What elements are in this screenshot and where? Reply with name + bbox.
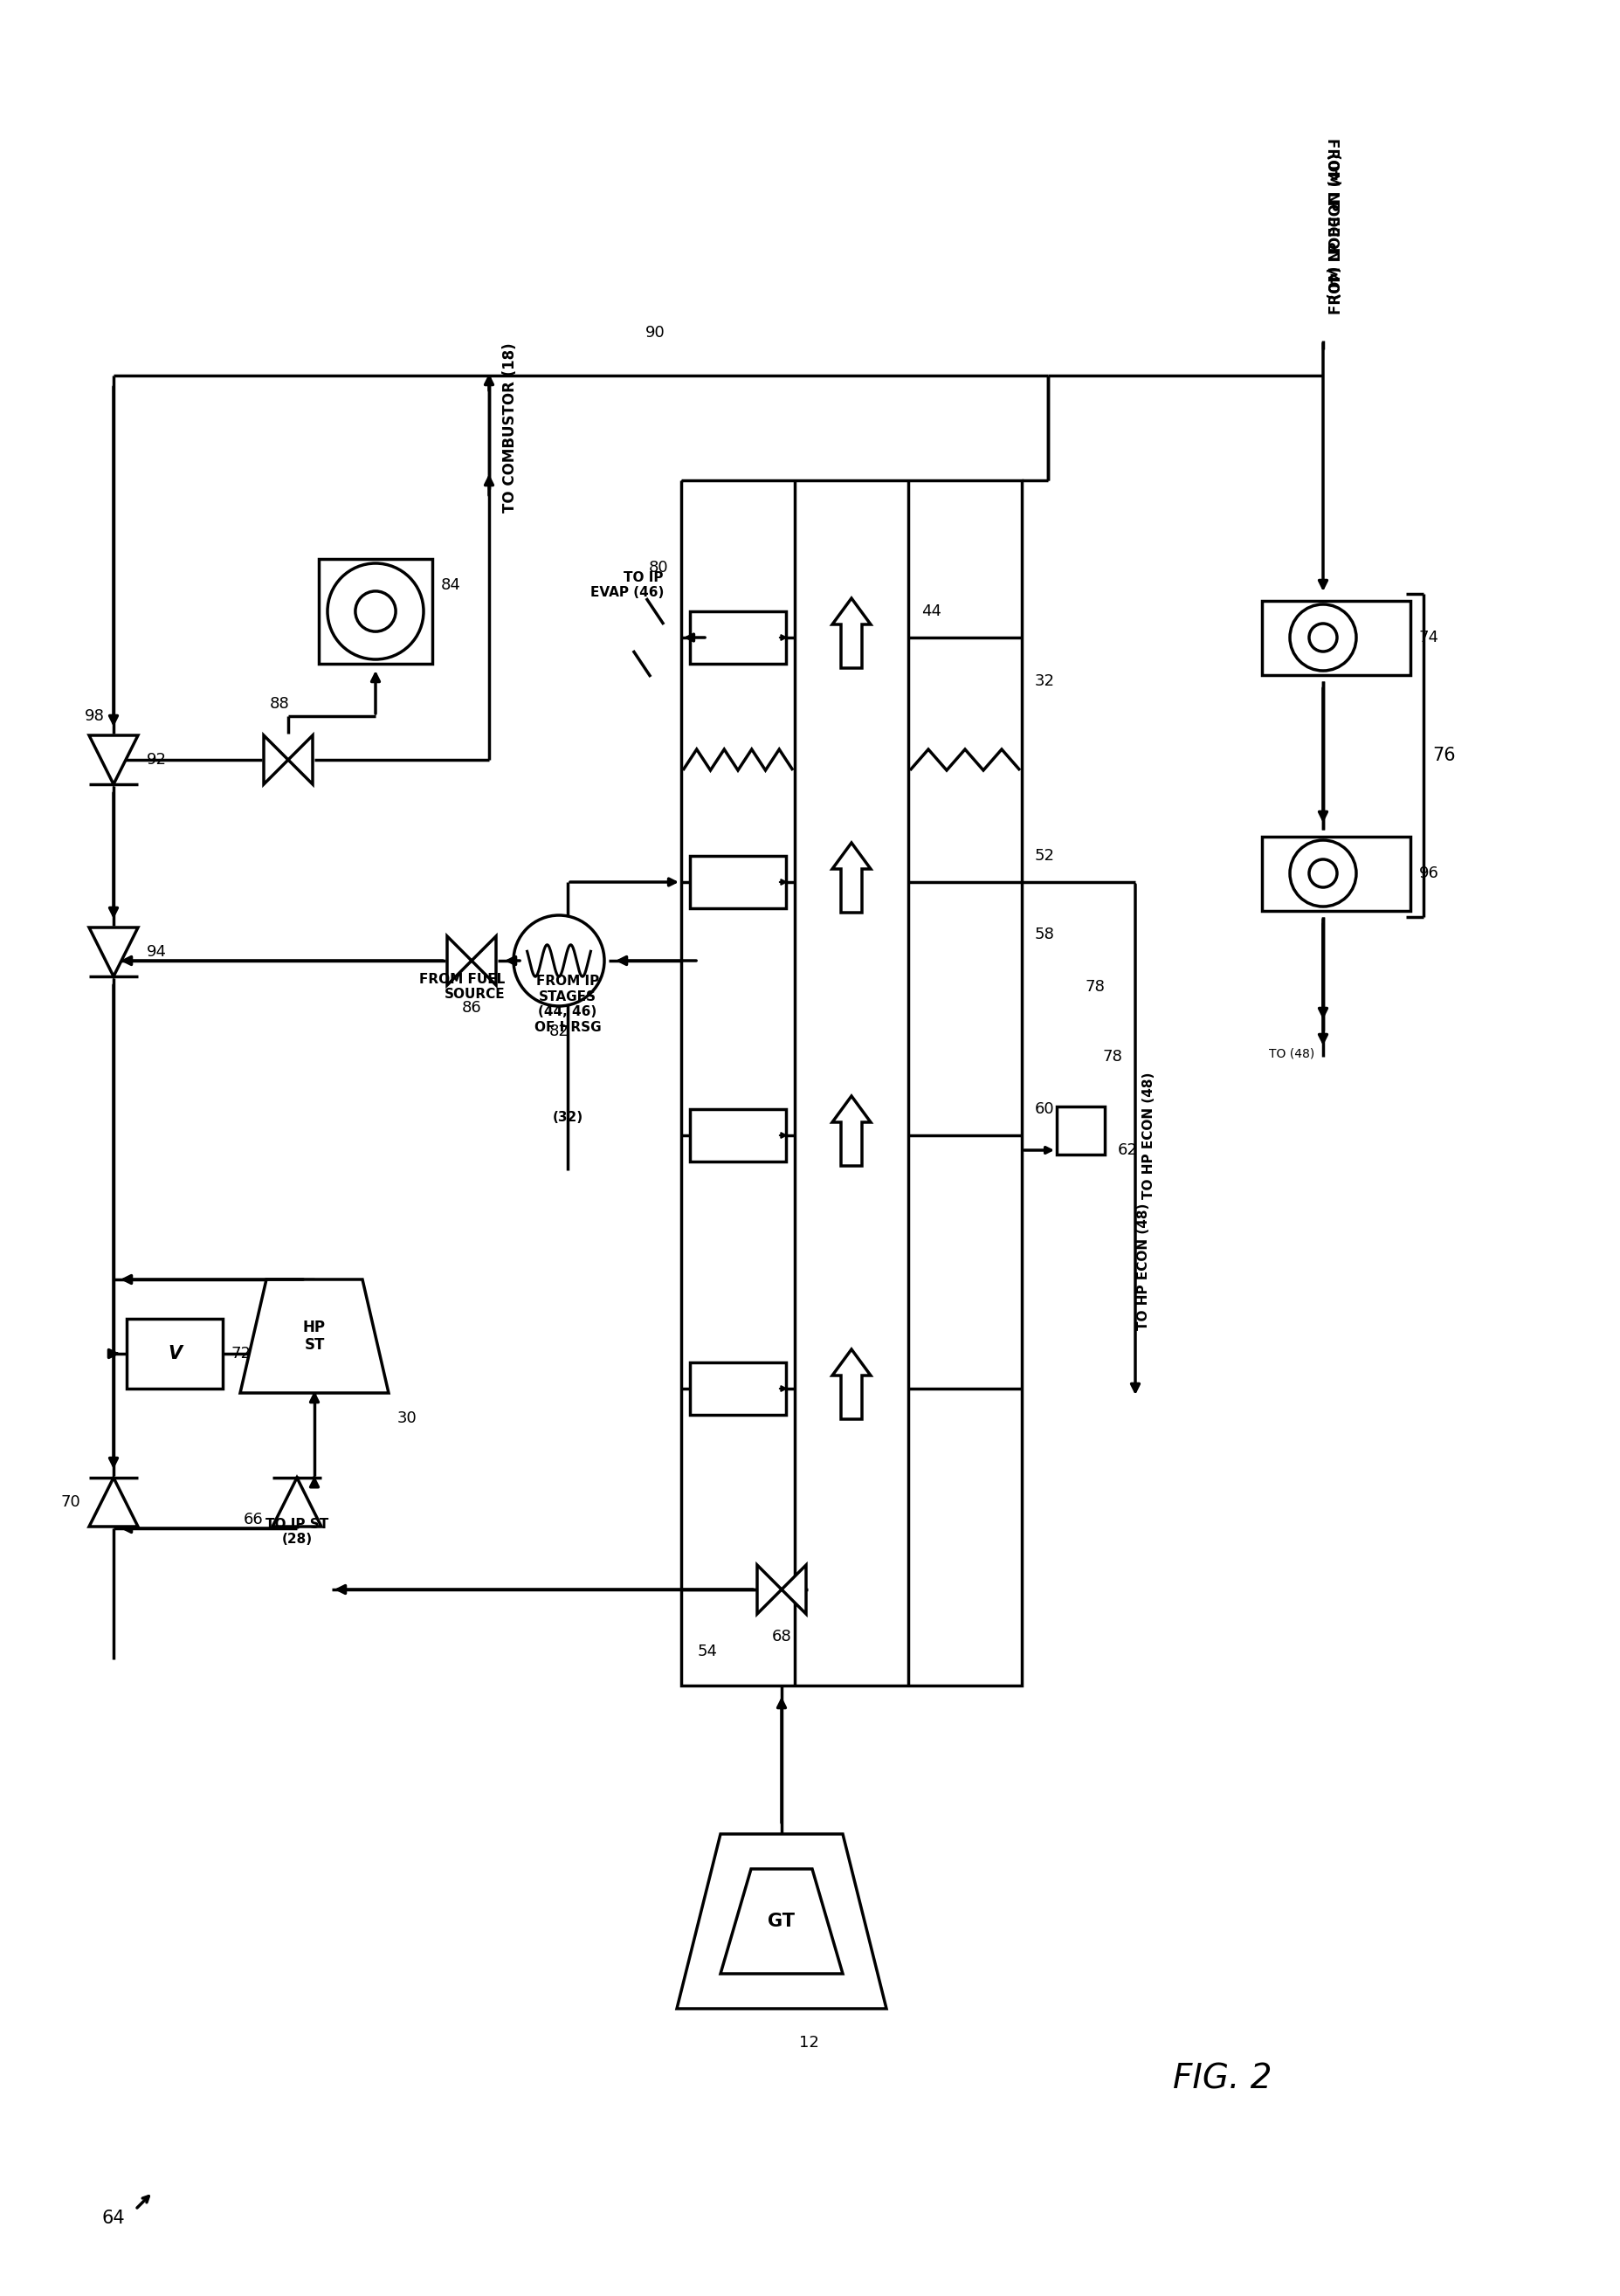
Text: 62: 62 — [1118, 1143, 1137, 1157]
Polygon shape — [833, 843, 870, 912]
Circle shape — [327, 563, 423, 659]
Polygon shape — [833, 599, 870, 668]
Bar — [690, 1109, 786, 1162]
Text: 82: 82 — [549, 1024, 569, 1040]
Text: GT: GT — [768, 1913, 795, 1931]
Circle shape — [1290, 840, 1356, 907]
Text: V: V — [167, 1345, 181, 1362]
Text: 88: 88 — [269, 696, 290, 712]
Text: FROM FUEL
SOURCE: FROM FUEL SOURCE — [420, 974, 505, 1001]
Text: FROM LP ECON (40): FROM LP ECON (40) — [1324, 138, 1340, 298]
Circle shape — [1290, 604, 1356, 670]
Bar — [690, 856, 786, 909]
Text: 70: 70 — [60, 1495, 81, 1511]
Text: TO IP ST
(28): TO IP ST (28) — [266, 1518, 329, 1545]
Bar — [1262, 602, 1411, 675]
Polygon shape — [89, 1479, 138, 1527]
Polygon shape — [677, 1835, 886, 2009]
Text: 84: 84 — [441, 576, 462, 592]
Text: 44: 44 — [922, 604, 941, 620]
Text: FIG. 2: FIG. 2 — [1173, 2062, 1272, 2096]
Polygon shape — [89, 928, 138, 976]
Polygon shape — [272, 1479, 321, 1527]
Text: 90: 90 — [645, 324, 664, 340]
Text: 68: 68 — [771, 1628, 792, 1644]
Text: FROM IP
STAGES
(44, 46)
OF HRSG: FROM IP STAGES (44, 46) OF HRSG — [535, 976, 601, 1033]
Polygon shape — [89, 735, 138, 785]
Text: 58: 58 — [1035, 928, 1055, 941]
Text: TO COMBUSTOR (18): TO COMBUSTOR (18) — [502, 342, 518, 512]
Text: TO (48): TO (48) — [1268, 1047, 1314, 1061]
Text: TO IP
EVAP (46): TO IP EVAP (46) — [590, 572, 664, 599]
Polygon shape — [757, 1566, 781, 1614]
Polygon shape — [721, 1869, 842, 1975]
Text: HP
ST: HP ST — [303, 1320, 326, 1352]
Circle shape — [514, 916, 604, 1006]
Text: 86: 86 — [462, 1001, 481, 1015]
Polygon shape — [240, 1279, 389, 1394]
Text: 64: 64 — [102, 2209, 125, 2227]
Bar — [690, 1362, 786, 1414]
Bar — [1056, 1107, 1105, 1155]
Text: 74: 74 — [1419, 629, 1439, 645]
Text: 52: 52 — [1035, 847, 1055, 863]
Text: TO HP ECON (48): TO HP ECON (48) — [1137, 1203, 1150, 1329]
Bar — [126, 1318, 222, 1389]
Bar — [690, 611, 786, 664]
Bar — [1262, 836, 1411, 912]
Text: 98: 98 — [84, 707, 105, 723]
Text: 76: 76 — [1432, 746, 1455, 765]
Text: 78: 78 — [1085, 978, 1105, 994]
Text: 78: 78 — [1102, 1049, 1123, 1065]
Text: 66: 66 — [245, 1511, 264, 1527]
Text: FROM LP ECON (40): FROM LP ECON (40) — [1328, 154, 1345, 315]
Text: (32): (32) — [552, 1111, 583, 1125]
Polygon shape — [447, 937, 471, 985]
Text: 96: 96 — [1419, 866, 1439, 882]
Polygon shape — [264, 735, 288, 785]
Text: 12: 12 — [799, 2034, 820, 2050]
Text: 72: 72 — [232, 1345, 251, 1362]
Polygon shape — [833, 1350, 870, 1419]
Text: 60: 60 — [1035, 1102, 1055, 1116]
Text: 80: 80 — [648, 560, 667, 576]
Text: 94: 94 — [147, 944, 167, 960]
Text: 30: 30 — [397, 1410, 418, 1426]
Polygon shape — [471, 937, 496, 985]
Bar — [319, 558, 433, 664]
Polygon shape — [288, 735, 313, 785]
Text: TO HP ECON (48): TO HP ECON (48) — [1142, 1072, 1155, 1199]
Text: 32: 32 — [1035, 673, 1055, 689]
Text: 92: 92 — [147, 753, 167, 767]
Polygon shape — [833, 1095, 870, 1166]
Text: 54: 54 — [697, 1644, 718, 1660]
Polygon shape — [781, 1566, 807, 1614]
